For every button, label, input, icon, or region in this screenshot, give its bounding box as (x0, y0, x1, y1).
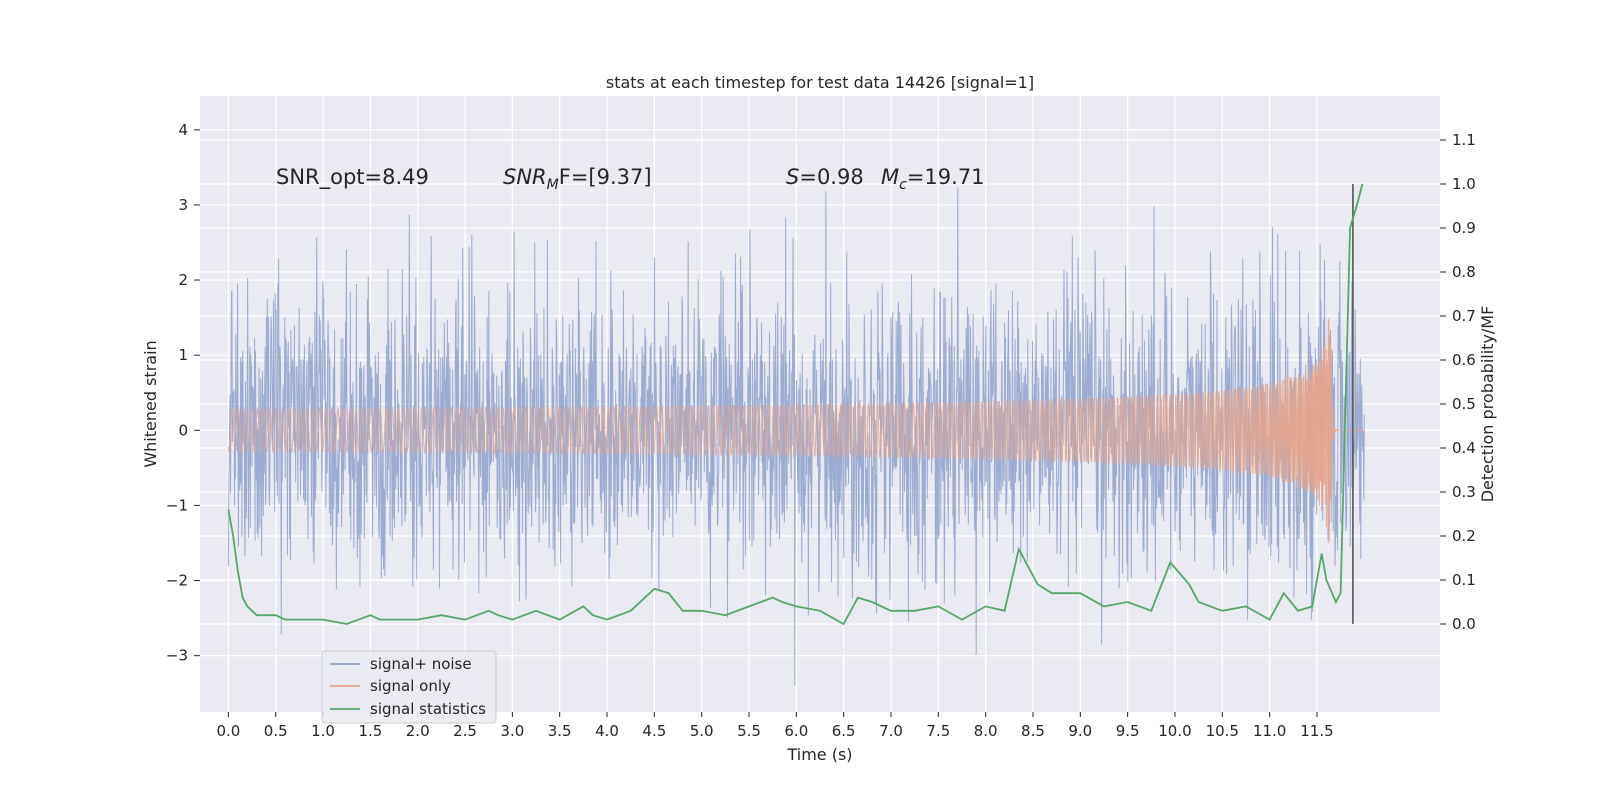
x-tick-label: 2.0 (406, 722, 430, 740)
x-tick-label: 7.5 (926, 722, 950, 740)
y-tick-label: 3 (178, 196, 188, 214)
y-tick-label: −3 (166, 647, 188, 665)
x-tick-label: 5.0 (690, 722, 714, 740)
y2-tick-label: 0.8 (1452, 263, 1476, 281)
x-axis-label: Time (s) (786, 745, 852, 764)
annotation-snr-mf-rest: F=[9.37] (559, 165, 652, 189)
x-tick-label: 8.5 (1021, 722, 1045, 740)
annotation-snr-mf-sub: M (547, 177, 559, 193)
annotation-snr-opt: SNR_opt=8.49 (276, 165, 429, 190)
y2-tick-label: 0.5 (1452, 395, 1476, 413)
legend-label-signal-plus-noise: signal+ noise (370, 655, 472, 673)
annotation-mc-sub: c (899, 177, 907, 193)
y-tick-label: 0 (178, 421, 188, 439)
annotation-mc-rest: =19.71 (907, 165, 985, 189)
x-tick-label: 8.0 (974, 722, 998, 740)
annotation-s: S=0.98 (786, 165, 864, 189)
annotation-s-base: S (786, 165, 799, 189)
y2-tick-label: 0.1 (1452, 571, 1476, 589)
series-layer (227, 183, 1365, 686)
y2-tick-label: 0.2 (1452, 527, 1476, 545)
y-tick-label: −2 (166, 572, 188, 590)
y2-tick-label: 1.0 (1452, 175, 1476, 193)
x-tick-label: 1.0 (311, 722, 335, 740)
x-tick-label: 11.5 (1300, 722, 1333, 740)
x-tick-label: 11.0 (1253, 722, 1286, 740)
y2-tick-label: 0.9 (1452, 219, 1476, 237)
series-line-signal-statistics (227, 183, 1364, 626)
y-tick-label: 4 (178, 121, 188, 139)
x-tick-label: 6.5 (832, 722, 856, 740)
y2-tick-label: 0.0 (1452, 615, 1476, 633)
x-tick-label: 10.5 (1206, 722, 1239, 740)
y-tick-label: 2 (178, 271, 188, 289)
x-tick-label: 0.0 (216, 722, 240, 740)
legend: signal+ noise signal only signal statist… (321, 650, 497, 724)
x-tick-label: 3.5 (548, 722, 572, 740)
x-tick-label: 9.5 (1116, 722, 1140, 740)
annotation-snr-mf-base: SNR (503, 165, 547, 189)
x-tick-label: 10.0 (1158, 722, 1191, 740)
y-tick-label: −1 (166, 496, 188, 514)
x-tick-label: 4.0 (595, 722, 619, 740)
series-line-signal-only (227, 317, 1365, 543)
x-tick-label: 5.5 (737, 722, 761, 740)
x-tick-label: 9.0 (1068, 722, 1092, 740)
x-tick-label: 7.0 (879, 722, 903, 740)
annotation-mc-base: M (881, 165, 899, 189)
y2-axis-label: Detection probability/MF (1478, 306, 1497, 503)
x-tick-label: 3.0 (500, 722, 524, 740)
x-tick-label: 0.5 (264, 722, 288, 740)
x-tick-label: 6.0 (784, 722, 808, 740)
y2-tick-label: 1.1 (1452, 131, 1476, 149)
x-tick-label: 2.5 (453, 722, 477, 740)
x-tick-label: 4.5 (642, 722, 666, 740)
chart-title: stats at each timestep for test data 144… (606, 73, 1034, 92)
y2-tick-label: 0.7 (1452, 307, 1476, 325)
annotation-mc: Mc=19.71 (881, 165, 985, 193)
legend-label-signal-only: signal only (370, 677, 451, 695)
legend-box (321, 650, 497, 724)
annotation-s-rest: =0.98 (799, 165, 863, 189)
x-tick-label: 1.5 (358, 722, 382, 740)
y2-tick-label: 0.6 (1452, 351, 1476, 369)
y2-tick-label: 0.4 (1452, 439, 1476, 457)
annotation-snr-mf: SNRMF=[9.37] (503, 165, 652, 193)
y-tick-label: 1 (178, 346, 188, 364)
ticks-layer: 0.0 0.5 1.0 1.5 2.0 2.5 3.0 3.5 4.0 4.5 5.0 5.5 6.0 6… (166, 121, 1476, 740)
y2-tick-label: 0.3 (1452, 483, 1476, 501)
legend-label-signal-statistics: signal statistics (370, 700, 486, 718)
y-axis-label: Whitened strain (141, 340, 160, 467)
